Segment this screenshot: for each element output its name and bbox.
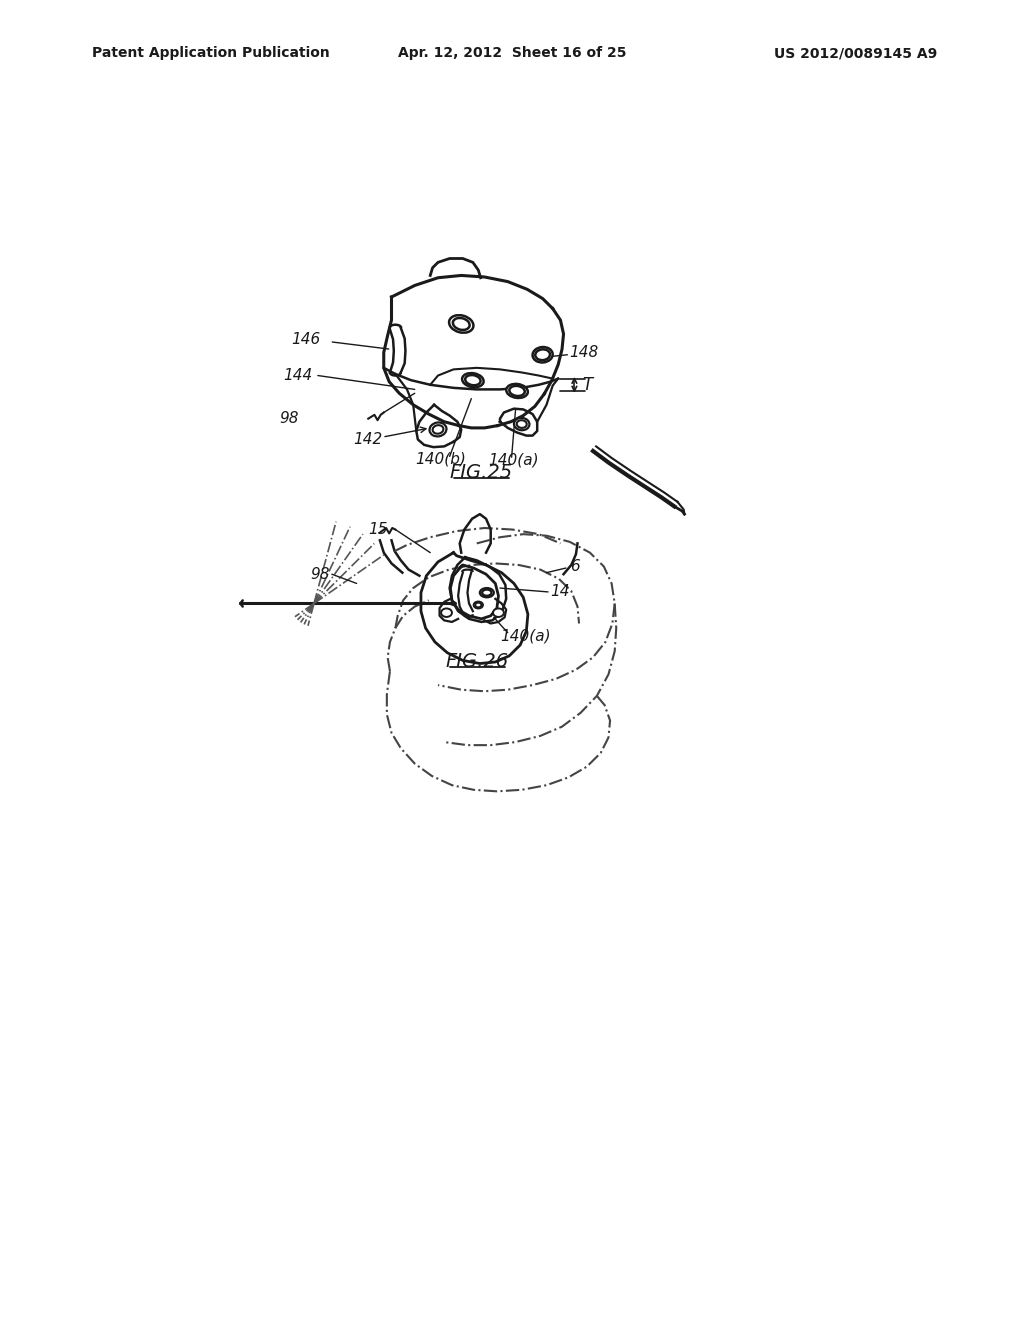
Ellipse shape (517, 420, 526, 428)
Text: Apr. 12, 2012  Sheet 16 of 25: Apr. 12, 2012 Sheet 16 of 25 (397, 46, 627, 61)
Ellipse shape (432, 425, 443, 434)
Text: US 2012/0089145 A9: US 2012/0089145 A9 (774, 46, 937, 61)
Ellipse shape (475, 603, 481, 607)
Text: 146: 146 (291, 331, 319, 347)
Ellipse shape (462, 374, 483, 387)
Text: 144: 144 (283, 368, 312, 383)
Ellipse shape (509, 385, 524, 396)
Ellipse shape (480, 589, 494, 598)
Ellipse shape (482, 590, 492, 595)
Text: 140(b): 140(b) (415, 451, 466, 466)
Text: 140(a): 140(a) (500, 628, 551, 643)
Ellipse shape (474, 602, 483, 609)
Text: 98: 98 (280, 411, 299, 426)
Ellipse shape (429, 422, 446, 437)
Text: 15: 15 (369, 521, 388, 537)
Text: FIG.26: FIG.26 (445, 652, 508, 672)
Text: 142: 142 (352, 432, 382, 447)
Ellipse shape (450, 315, 473, 333)
Text: 14: 14 (550, 585, 570, 599)
Text: 148: 148 (569, 345, 599, 360)
Text: 6: 6 (569, 558, 580, 574)
Ellipse shape (493, 609, 504, 616)
Text: 98: 98 (310, 566, 330, 582)
Ellipse shape (453, 318, 470, 330)
Ellipse shape (506, 384, 527, 397)
Ellipse shape (465, 375, 480, 385)
Text: T: T (583, 376, 592, 393)
Ellipse shape (514, 418, 529, 430)
Text: Patent Application Publication: Patent Application Publication (92, 46, 330, 61)
Text: 140(a): 140(a) (488, 453, 539, 467)
Text: FIG.25: FIG.25 (450, 463, 512, 482)
Ellipse shape (441, 609, 452, 616)
Ellipse shape (536, 350, 550, 360)
Ellipse shape (532, 347, 553, 363)
